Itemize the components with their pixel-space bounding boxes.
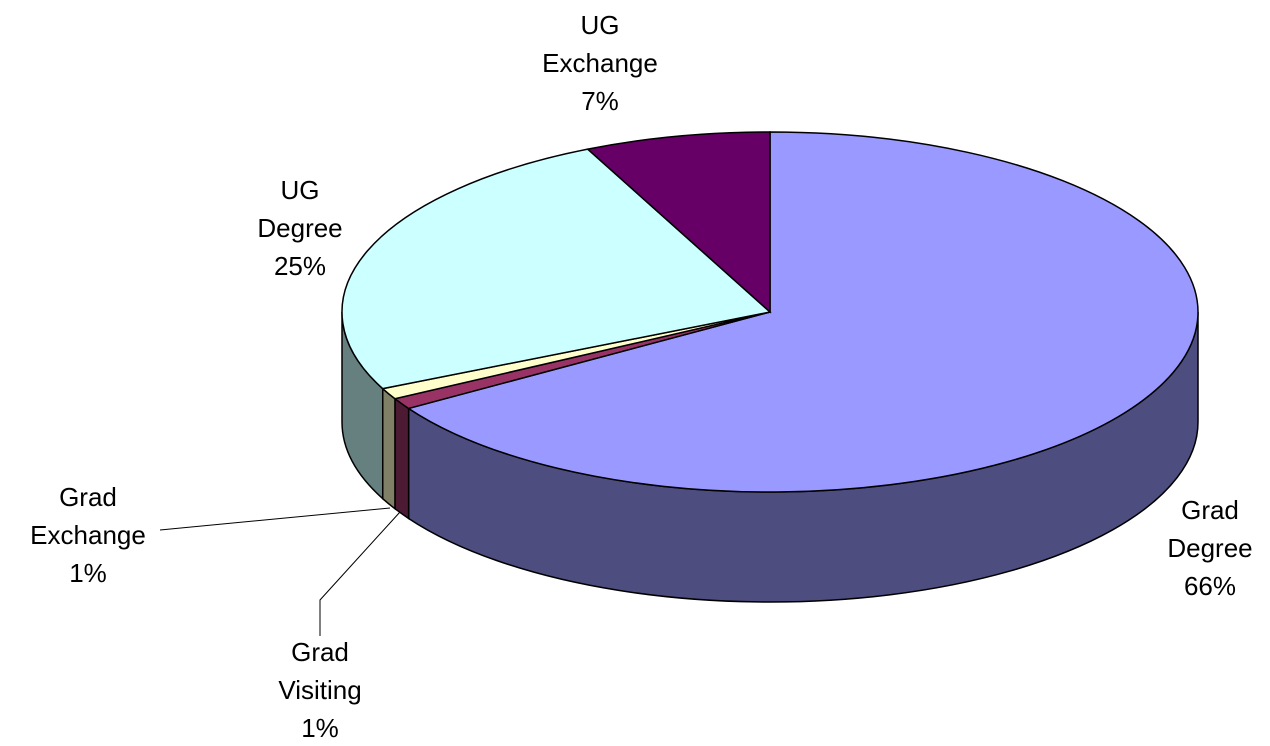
pie-tops — [341, 131, 1199, 493]
slice-side — [394, 397, 410, 520]
value-label: 1% — [301, 713, 339, 743]
data-label: UG Degree 25% — [257, 171, 342, 285]
category-label: Grad Exchange — [30, 482, 146, 550]
category-label: UG Exchange — [542, 10, 658, 78]
category-label: Grad Visiting — [278, 637, 362, 705]
category-label: UG Degree — [257, 175, 343, 243]
value-label: 66% — [1183, 571, 1237, 601]
value-label: 1% — [69, 558, 107, 588]
data-label: UG Exchange 7% — [542, 6, 658, 120]
data-label: Grad Exchange 1% — [30, 478, 146, 592]
slice — [341, 148, 772, 390]
leader-line — [159, 507, 391, 531]
slice — [586, 131, 771, 314]
slice — [406, 131, 1199, 493]
data-label: Grad Degree 66% — [1167, 491, 1252, 605]
leader-line — [319, 511, 401, 636]
value-label: 25% — [273, 251, 327, 281]
value-label: 7% — [581, 86, 619, 116]
category-label: Grad Degree — [1167, 495, 1253, 563]
data-label: Grad Visiting 1% — [278, 633, 361, 746]
slice-side — [381, 386, 396, 511]
